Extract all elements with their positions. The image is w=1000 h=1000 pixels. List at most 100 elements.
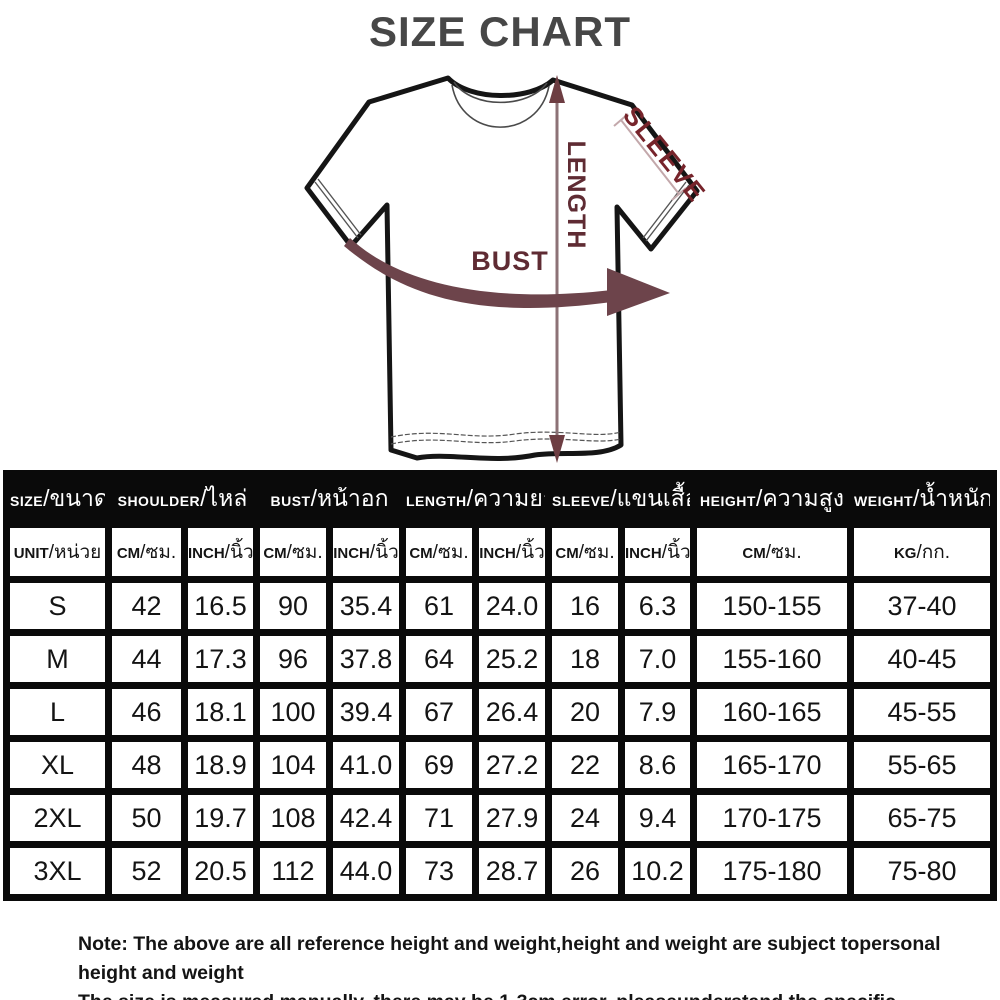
table-cell: 18: [552, 636, 619, 682]
table-cell: 65-75: [854, 795, 991, 841]
table-cell: 46: [112, 689, 181, 735]
unit-cell: CM/ซม.: [112, 528, 181, 576]
bust-arrow-head: [607, 268, 670, 316]
size-label: 2XL: [10, 795, 105, 841]
table-cell: 90: [260, 583, 326, 629]
col-header-height: HEIGHT/ความสูง: [700, 485, 844, 511]
table-cell: 18.1: [188, 689, 253, 735]
table-cell: 52: [112, 848, 181, 894]
page-title: SIZE CHART: [369, 8, 631, 55]
note-line-2: The size is measured manually, there may…: [78, 988, 960, 1000]
table-cell: 69: [406, 742, 472, 788]
table-cell: 20.5: [188, 848, 253, 894]
table-cell: 22: [552, 742, 619, 788]
table-cell: 64: [406, 636, 472, 682]
unit-cell: CM/ซม.: [406, 528, 472, 576]
table-row: XL 48 18.9 104 41.0 69 27.2 22 8.6 165-1…: [10, 742, 991, 788]
table-cell: 112: [260, 848, 326, 894]
unit-cell: CM/ซม.: [697, 528, 848, 576]
table-cell: 160-165: [697, 689, 848, 735]
table-cell: 16.5: [188, 583, 253, 629]
col-header-bust: BUST/หน้าอก: [270, 485, 389, 511]
table-cell: 40-45: [854, 636, 991, 682]
table-cell: 20: [552, 689, 619, 735]
table-cell: 6.3: [625, 583, 691, 629]
size-label: L: [10, 689, 105, 735]
size-label: XL: [10, 742, 105, 788]
table-cell: 9.4: [625, 795, 691, 841]
tshirt-outline: [304, 75, 700, 461]
tshirt-diagram: BUST LENGTH SLEEVE: [304, 75, 712, 463]
table-cell: 155-160: [697, 636, 848, 682]
length-label: LENGTH: [562, 141, 590, 250]
length-arrow-bottom: [549, 435, 565, 463]
left-cuff-stitch: [314, 178, 362, 239]
size-table: SIZE/ขนาด SHOULDER/ไหล่ BUST/หน้าอก LENG…: [3, 470, 998, 901]
table-unit-row: UNIT/หน่วย CM/ซม. INCH/นิ้ว CM/ซม. INCH/…: [10, 528, 991, 576]
table-cell: 27.2: [479, 742, 546, 788]
table-cell: 17.3: [188, 636, 253, 682]
unit-cell: KG/กก.: [854, 528, 991, 576]
unit-cell: CM/ซม.: [260, 528, 326, 576]
table-cell: 24: [552, 795, 619, 841]
col-header-size: SIZE/ขนาด: [10, 485, 105, 511]
table-cell: 71: [406, 795, 472, 841]
collar-inner-line: [453, 81, 548, 104]
table-row: M 44 17.3 96 37.8 64 25.2 18 7.0 155-160…: [10, 636, 991, 682]
table-cell: 175-180: [697, 848, 848, 894]
col-header-sleeve: SLEEVE/แขนเสื้อ: [552, 485, 691, 511]
size-label: M: [10, 636, 105, 682]
note-text: Note: The above are all reference height…: [78, 930, 960, 1000]
table-cell: 7.0: [625, 636, 691, 682]
table-cell: 10.2: [625, 848, 691, 894]
table-cell: 100: [260, 689, 326, 735]
unit-cell: INCH/นิ้ว: [188, 528, 253, 576]
size-table-wrap: SIZE/ขนาด SHOULDER/ไหล่ BUST/หน้าอก LENG…: [3, 470, 998, 901]
right-cuff-stitch: [642, 181, 690, 242]
table-cell: 35.4: [333, 583, 399, 629]
collar-rib-line: [451, 84, 550, 128]
table-cell: 170-175: [697, 795, 848, 841]
col-header-shoulder: SHOULDER/ไหล่: [117, 485, 248, 511]
table-cell: 37.8: [333, 636, 399, 682]
hem-stitch: [390, 431, 622, 445]
table-row: 2XL 50 19.7 108 42.4 71 27.9 24 9.4 170-…: [10, 795, 991, 841]
table-cell: 44.0: [333, 848, 399, 894]
table-cell: 25.2: [479, 636, 546, 682]
sleeve-measure-line: [613, 113, 687, 201]
unit-cell: UNIT/หน่วย: [10, 528, 105, 576]
length-arrow-top: [549, 75, 565, 103]
table-group-header-row: SIZE/ขนาด SHOULDER/ไหล่ BUST/หน้าอก LENG…: [10, 477, 990, 521]
table-cell: 39.4: [333, 689, 399, 735]
table-cell: 50: [112, 795, 181, 841]
col-header-weight: WEIGHT/น้ำหนัก: [854, 485, 991, 511]
table-cell: 26.4: [479, 689, 546, 735]
size-label: 3XL: [10, 848, 105, 894]
table-cell: 42: [112, 583, 181, 629]
table-cell: 55-65: [854, 742, 991, 788]
table-cell: 104: [260, 742, 326, 788]
table-cell: 108: [260, 795, 326, 841]
table-cell: 7.9: [625, 689, 691, 735]
table-cell: 27.9: [479, 795, 546, 841]
table-cell: 48: [112, 742, 181, 788]
table-cell: 61: [406, 583, 472, 629]
bust-arrow-swoosh: [344, 238, 612, 309]
table-cell: 26: [552, 848, 619, 894]
unit-cell: INCH/นิ้ว: [333, 528, 399, 576]
bust-label: BUST: [471, 246, 549, 276]
table-cell: 165-170: [697, 742, 848, 788]
table-cell: 16: [552, 583, 619, 629]
table-cell: 42.4: [333, 795, 399, 841]
note-line-1: Note: The above are all reference height…: [78, 933, 941, 984]
table-cell: 8.6: [625, 742, 691, 788]
table-cell: 45-55: [854, 689, 991, 735]
table-cell: 75-80: [854, 848, 991, 894]
col-header-length: LENGTH/ความยาว: [406, 485, 545, 511]
table-cell: 37-40: [854, 583, 991, 629]
table-cell: 96: [260, 636, 326, 682]
size-label: S: [10, 583, 105, 629]
unit-cell: INCH/นิ้ว: [625, 528, 691, 576]
table-cell: 44: [112, 636, 181, 682]
